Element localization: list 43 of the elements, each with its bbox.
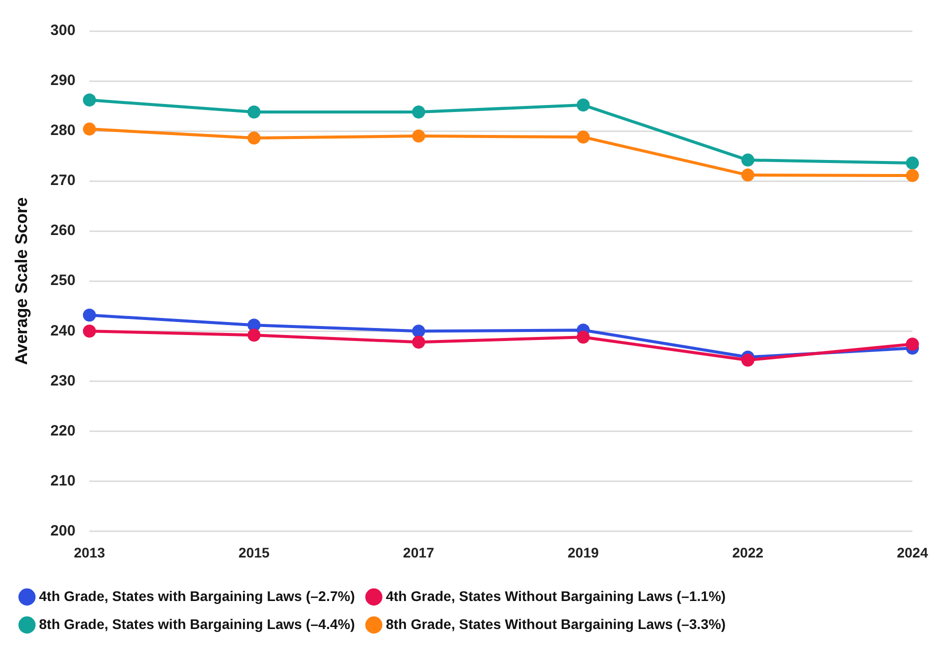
y-tick-label: 260 [50, 222, 76, 240]
point [248, 132, 261, 145]
legend-label: 4th Grade, States Without Bargaining Laws (–1.1%) [386, 588, 726, 604]
legend-label: 8th Grade, States Without Bargaining Laws (–3.3%) [386, 616, 726, 632]
point [412, 324, 426, 338]
y-tick-label: 220 [50, 422, 76, 440]
point [412, 106, 426, 119]
point [82, 324, 96, 338]
point [741, 168, 754, 182]
point [906, 169, 919, 182]
x-tick-label: 2019 [568, 544, 600, 560]
y-tick-label: 210 [50, 472, 76, 490]
x-tick-label: 2015 [238, 544, 270, 560]
legend-label: 4th Grade, States with Bargaining Laws (–2.7%) [39, 588, 355, 604]
point [576, 130, 590, 144]
point [82, 308, 96, 322]
point [248, 328, 261, 342]
y-tick-label: 290 [50, 72, 76, 90]
point [741, 354, 754, 367]
point [576, 98, 590, 112]
point [906, 156, 919, 170]
point [82, 94, 96, 107]
x-tick-label: 2013 [74, 544, 106, 560]
x-tick-label: 2022 [732, 544, 764, 560]
y-tick-label: 240 [50, 322, 76, 340]
y-tick-label: 300 [50, 22, 76, 40]
x-tick-label: 2017 [403, 544, 434, 560]
y-tick-label: 270 [50, 172, 76, 190]
point [741, 154, 754, 167]
point [412, 130, 426, 143]
point [248, 106, 261, 119]
y-tick-label: 280 [50, 122, 76, 140]
point [82, 122, 96, 136]
y-tick-label: 200 [50, 522, 76, 540]
point [248, 318, 261, 332]
point [412, 336, 426, 349]
y-axis-title: Average Scale Score [12, 197, 31, 365]
y-tick-label: 230 [50, 372, 76, 390]
y-tick-label: 250 [50, 272, 76, 290]
legend-label: 8th Grade, States with Bargaining Laws (–4.4%) [39, 616, 355, 632]
point [576, 330, 590, 344]
point [906, 338, 919, 351]
x-tick-label: 2024 [896, 544, 928, 560]
